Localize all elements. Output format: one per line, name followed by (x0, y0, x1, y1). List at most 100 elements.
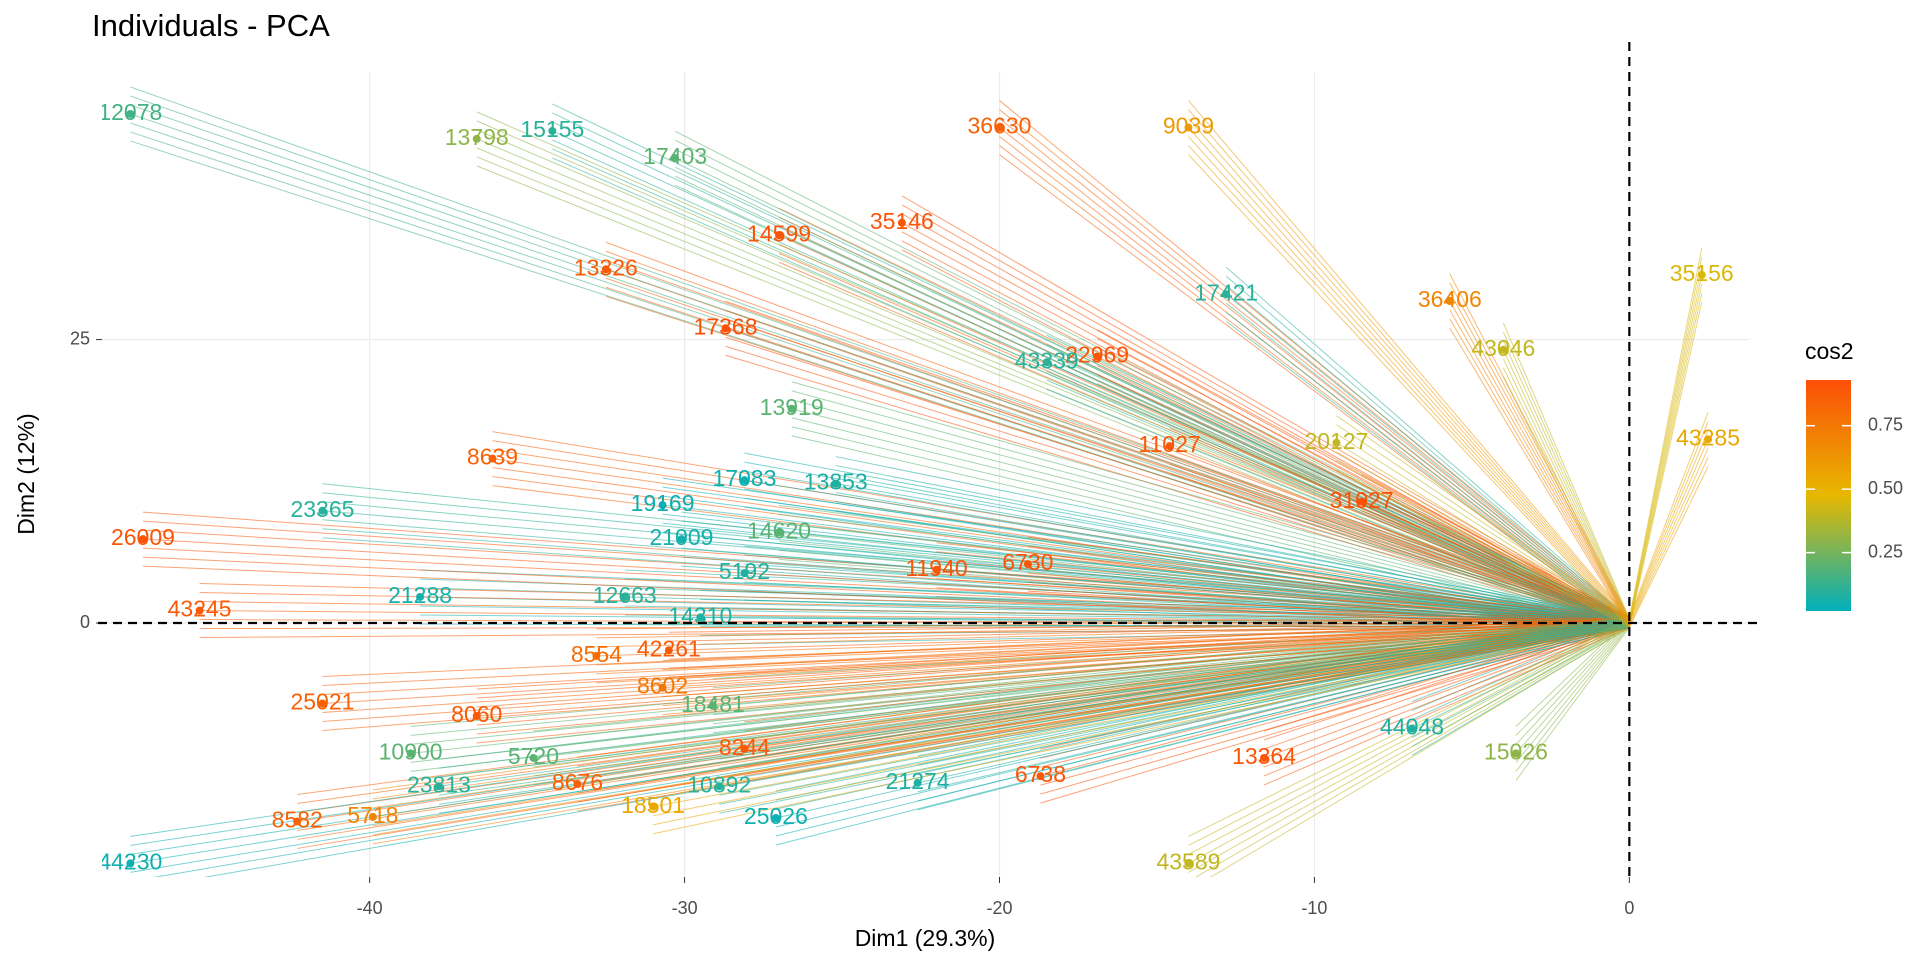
point (1036, 772, 1045, 781)
point (126, 109, 135, 118)
repel-segment (719, 627, 1630, 814)
repel-segment (1169, 436, 1630, 622)
repel-segment (1096, 338, 1630, 621)
repel-segment (322, 492, 1630, 621)
point (472, 134, 481, 143)
point-label: 35146 (870, 208, 934, 234)
repel-segment (1336, 442, 1630, 624)
point (488, 454, 497, 463)
repel-segment (1336, 433, 1630, 622)
point (771, 814, 780, 823)
point (775, 231, 784, 240)
repel-segment (1449, 282, 1630, 621)
repel-segment (130, 622, 1630, 864)
point (995, 123, 1004, 132)
point (649, 802, 658, 811)
point (1023, 560, 1032, 569)
repel-segment (835, 465, 1630, 621)
repel-segment (533, 621, 1630, 750)
repel-segment (1628, 412, 1709, 619)
point-label: 43245 (168, 596, 232, 622)
repel-segment (1515, 622, 1630, 754)
repel-segment (662, 486, 1630, 621)
repel-segment (153, 625, 1630, 877)
x-tick-label: 0 (1624, 898, 1634, 918)
repel-segment (1188, 154, 1630, 628)
repel-segment (130, 86, 1630, 619)
point (715, 782, 724, 791)
repel-segment (1628, 457, 1709, 627)
repel-segment (130, 104, 1630, 623)
point (1697, 270, 1706, 279)
point-label: 44230 (98, 848, 162, 874)
repel-segment (1628, 283, 1703, 625)
point-label: 31027 (1330, 487, 1394, 513)
point-label: 23365 (290, 496, 354, 522)
repel-segment (203, 627, 1630, 877)
point-label: 21274 (886, 768, 950, 794)
point-label: 13326 (574, 254, 638, 280)
repel-segment (1449, 309, 1630, 625)
x-tick-label: -20 (986, 898, 1012, 918)
point (126, 859, 135, 868)
repel-segment (1096, 365, 1630, 625)
repel-segment (1263, 622, 1630, 759)
repel-segment (142, 538, 1630, 624)
repel-segment (1336, 451, 1630, 625)
repel-segment (130, 621, 1630, 855)
point (664, 646, 673, 655)
repel-segment (1336, 469, 1630, 628)
repel-segment (662, 477, 1630, 620)
repel-segment (322, 618, 1630, 678)
repel-segment (1628, 421, 1709, 621)
repel-segment (130, 140, 1630, 629)
legend-tick-label: 0.50 (1868, 478, 1903, 498)
repel-segment (322, 483, 1630, 620)
point (472, 712, 481, 720)
point (913, 778, 922, 787)
repel-segment (719, 625, 1630, 805)
repel-segment (533, 618, 1630, 732)
point (601, 265, 610, 274)
legend-tick-label: 0.25 (1868, 541, 1903, 561)
x-tick-label: -10 (1301, 898, 1327, 918)
repel-segment (775, 625, 1630, 837)
repel-segment (596, 618, 1630, 630)
repel-segment (1361, 474, 1630, 619)
repel-segment (1515, 621, 1630, 745)
repel-segment (901, 204, 1630, 621)
point (658, 683, 667, 692)
point-label: 17083 (712, 465, 776, 491)
legend-title: cos2 (1805, 338, 1854, 364)
point (1184, 123, 1193, 132)
point (740, 569, 749, 578)
repel-segment (1225, 302, 1630, 625)
y-tick-label: 25 (70, 328, 90, 348)
y-axis-title: Dim2 (12%) (13, 413, 39, 534)
point (138, 535, 147, 544)
repel-segment (674, 157, 1630, 624)
point-label: 35156 (1670, 260, 1734, 286)
repel-segment (1188, 109, 1630, 621)
point (318, 699, 327, 708)
colorbar (1806, 380, 1851, 611)
repel-segment (1225, 284, 1630, 622)
point-label: 25021 (290, 689, 354, 715)
repel-segment (1628, 466, 1709, 628)
repel-segment (1515, 624, 1630, 763)
point-label: 15155 (520, 116, 584, 142)
point (548, 126, 557, 135)
repel-segment (775, 624, 1630, 828)
repel-segment (596, 619, 1630, 639)
repel-segment (791, 381, 1630, 620)
repel-segment (1449, 291, 1630, 622)
repel-segment (668, 618, 1630, 624)
repel-segment (1209, 627, 1630, 877)
repel-segment (1263, 619, 1630, 741)
repel-segment (1046, 379, 1630, 627)
repel-segment (372, 618, 1630, 791)
points: 36630 35146 14599 13798 15155 17403 35156 43285… (98, 99, 1740, 874)
repel-segment (999, 154, 1630, 628)
repel-segment (1628, 301, 1703, 628)
x-tick-label: -40 (357, 898, 383, 918)
